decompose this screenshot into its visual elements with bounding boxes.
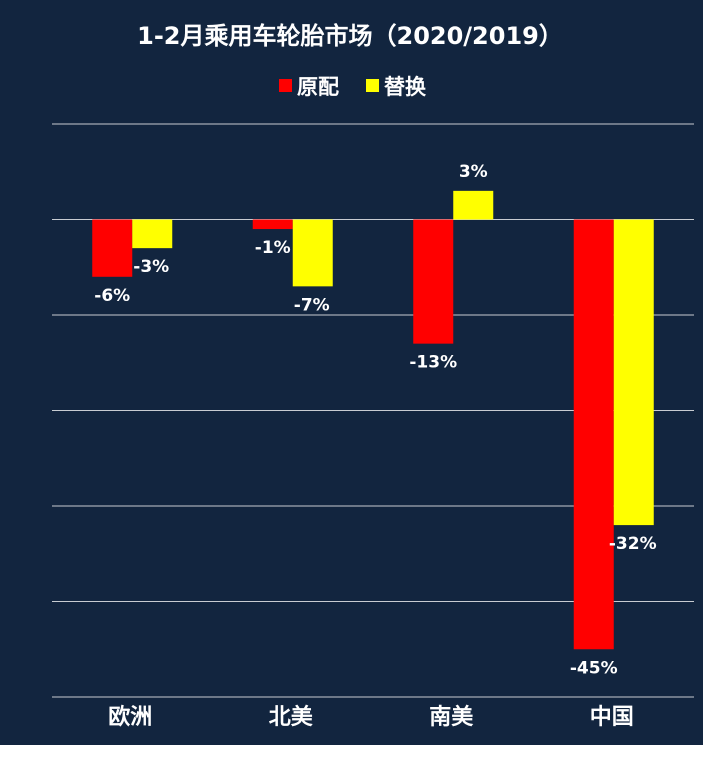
x-tick-label: 中国 [590, 705, 634, 730]
bar [453, 190, 494, 220]
x-tick-label: 欧洲 [108, 704, 152, 730]
data-label: 3% [459, 162, 488, 182]
data-label: -6% [94, 286, 130, 306]
bar [132, 219, 173, 249]
data-label: -13% [409, 353, 457, 373]
data-label: -32% [609, 534, 657, 554]
bars [92, 190, 654, 650]
legend: 原配 替换 [279, 75, 427, 99]
chart-title: 1-2月乘用车轮胎市场（2020/2019） [137, 22, 563, 50]
data-label: -1% [255, 238, 291, 258]
legend-swatch [366, 79, 379, 92]
x-axis-tick-labels: 欧洲 北美 南美 中国 [108, 704, 634, 730]
legend-label: 原配 [297, 75, 339, 99]
bar [292, 219, 333, 287]
bar [573, 219, 614, 650]
data-labels: -6%-3% -1% -7% -13% 3% -45% -32% [94, 162, 656, 678]
bar [613, 219, 654, 526]
data-label: -3% [133, 257, 169, 277]
data-label: -45% [570, 658, 618, 678]
x-tick-label: 南美 [429, 704, 474, 730]
legend-swatch [279, 79, 292, 92]
bar [413, 219, 454, 344]
data-label: -7% [294, 295, 330, 315]
bar [252, 219, 293, 230]
x-tick-label: 北美 [269, 704, 314, 730]
bar [92, 219, 133, 277]
legend-label: 替换 [384, 75, 427, 99]
